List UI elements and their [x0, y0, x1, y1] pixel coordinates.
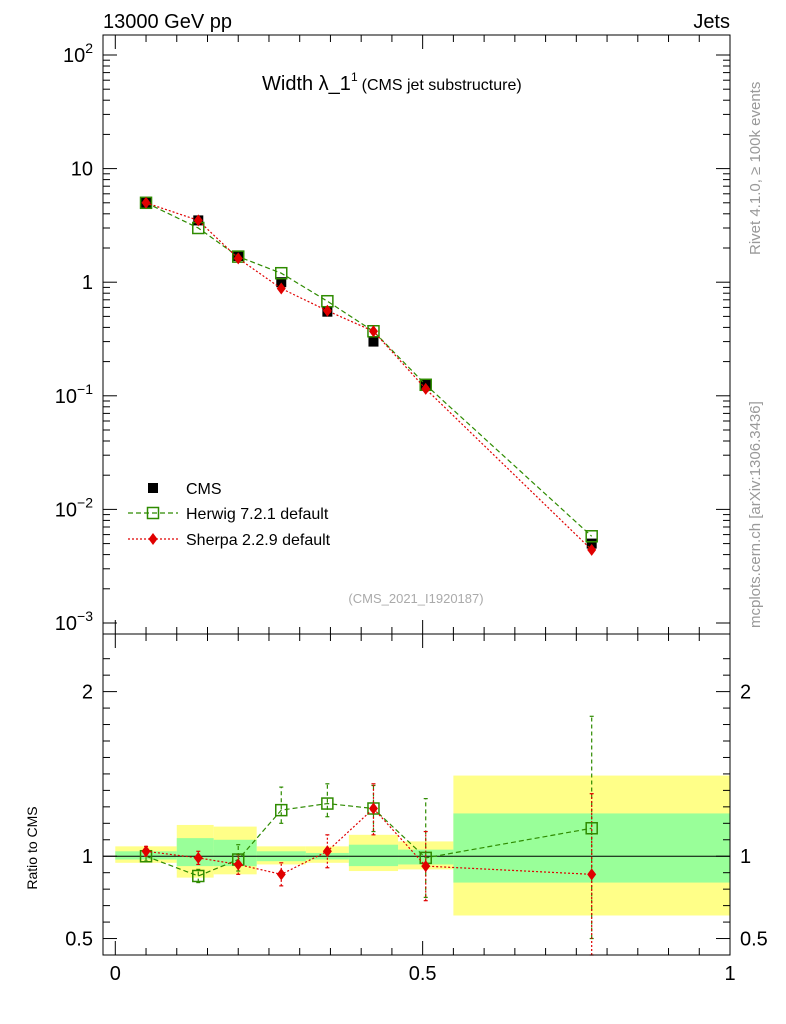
sherpa-point: [276, 282, 286, 295]
ratio-band-inner: [348, 844, 399, 867]
sherpa-line: [145, 202, 593, 551]
analysis-watermark: (CMS_2021_I1920187): [348, 591, 483, 606]
legend-cms-marker: [148, 483, 158, 493]
sherpa-ratio-point: [587, 868, 597, 881]
sherpa-point: [141, 196, 151, 209]
legend-cms-label: CMS: [186, 481, 222, 498]
legend-herwig-label: Herwig 7.2.1 default: [186, 506, 329, 523]
ratio-panel: [139, 715, 598, 956]
herwig-point: [585, 530, 598, 543]
sherpa-point: [421, 382, 431, 395]
rivet-label: Rivet 4.1.0, ≥ 100k events: [747, 82, 764, 255]
herwig-ratio-point: [275, 803, 288, 817]
ratio-band-inner: [213, 839, 257, 867]
xtick-label: 0: [110, 963, 121, 985]
herwig-ratio-point: [321, 797, 334, 810]
ratio-ytick-label-right: 0.5: [740, 929, 768, 951]
header-left: 13000 GeV pp: [103, 11, 232, 33]
title-sup: 1: [351, 70, 358, 84]
ratio-ytick-label-right: 1: [740, 846, 751, 868]
xtick-label: 0.5: [409, 963, 437, 985]
sherpa-ratio-point: [233, 858, 243, 871]
sherpa-point: [233, 252, 243, 265]
top-ytick-label: 1: [82, 272, 93, 294]
mcplots-label: mcplots.cern.ch [arXiv:1306.3436]: [747, 401, 764, 628]
legend-sherpa-label: Sherpa 2.2.9 default: [186, 532, 331, 549]
cms-data-point: [586, 538, 597, 549]
ratio-frame: [102, 633, 731, 956]
sherpa-ratio-point: [193, 851, 203, 864]
ratio-band-inner: [176, 838, 214, 867]
sherpa-ratio-line: [145, 807, 592, 875]
herwig-ratio-line: [145, 802, 592, 877]
top-ytick-label: 10−1: [55, 381, 93, 408]
sherpa-point: [193, 214, 203, 227]
herwig-line: [145, 202, 593, 537]
ratio-ytick-label-right: 2: [740, 682, 751, 704]
herwig-ratio-point: [192, 869, 205, 883]
ratio-ytick-label: 1: [82, 846, 93, 868]
sherpa-ratio-point: [368, 802, 378, 815]
legend-herwig-marker: [146, 506, 160, 520]
legend: CMS Herwig 7.2.1 default Sherpa 2.2.9 defa…: [128, 481, 331, 549]
sherpa-ratio-point: [141, 845, 151, 858]
sherpa-ratio-point: [322, 845, 332, 858]
ratio-ytick-label: 2: [82, 682, 93, 704]
sherpa-point: [587, 543, 597, 556]
herwig-ratio-point: [585, 821, 598, 835]
sherpa-ratio-point: [276, 868, 286, 881]
sherpa-ratio-point: [421, 860, 431, 873]
legend-sherpa-marker: [148, 533, 158, 545]
top-ytick-label: 102: [63, 40, 93, 67]
ratio-ylabel: Ratio to CMS: [24, 806, 40, 889]
cms-data-point: [368, 336, 379, 347]
title-main: Width λ_1: [262, 73, 351, 95]
top-ytick-label: 10: [71, 159, 93, 181]
top-ytick-label: 10−3: [55, 608, 93, 635]
cms-data-point: [276, 277, 287, 288]
top-ytick-label: 10−2: [55, 494, 93, 521]
xtick-label: 1: [724, 963, 735, 985]
header-right: Jets: [693, 11, 730, 33]
plot-title: Width λ_11 (CMS jet substructure): [262, 70, 522, 95]
ratio-ytick-label: 0.5: [65, 929, 93, 951]
herwig-point: [275, 266, 288, 280]
title-sub: (CMS jet substructure): [362, 77, 522, 94]
ratio-panel-bands: [103, 775, 730, 916]
top-panel: [139, 196, 598, 556]
sherpa-point: [368, 325, 378, 338]
sherpa-point: [322, 304, 332, 317]
